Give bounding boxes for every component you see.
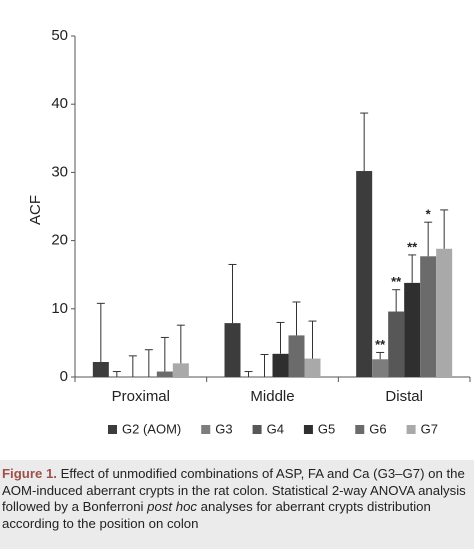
legend-swatch (406, 425, 416, 434)
annotation: ** (391, 274, 402, 289)
legend-swatch (303, 425, 313, 434)
bar (388, 311, 405, 377)
annotation: * (426, 207, 432, 222)
y-axis-label: ACF (27, 195, 44, 225)
caption-italic: post hoc (147, 499, 198, 514)
x-tick-label: Proximal (112, 388, 170, 405)
annotation: ** (375, 337, 386, 352)
x-tick-label: Middle (250, 388, 294, 405)
y-tick-label: 50 (51, 27, 68, 44)
legend-swatch (108, 425, 117, 434)
caption: Figure 1. Effect of unmodified combinati… (0, 460, 474, 549)
bar (156, 371, 173, 377)
bar (288, 335, 305, 377)
annotation: ** (407, 239, 418, 254)
bar (404, 282, 421, 377)
bar (172, 363, 189, 377)
legend-swatch (355, 425, 365, 434)
y-tick-label: 0 (60, 368, 68, 385)
legend-label: G7 (421, 421, 438, 436)
bar (420, 256, 437, 377)
legend-label: G5 (318, 421, 335, 436)
bar (92, 361, 109, 377)
x-tick-label: Distal (385, 388, 423, 405)
caption-text: analyses for aberrant crypts distributio… (2, 499, 431, 531)
bar (224, 323, 241, 377)
legend-swatch (252, 425, 262, 434)
bar (356, 171, 373, 377)
y-tick-label: 20 (51, 232, 68, 249)
y-tick-label: 40 (51, 95, 68, 112)
legend-label: G6 (369, 421, 386, 436)
bar (372, 359, 389, 377)
y-tick-label: 30 (51, 163, 68, 180)
legend-label: G2 (AOM) (122, 421, 181, 436)
legend-swatch (201, 425, 211, 434)
bar (304, 358, 321, 377)
caption-label: Figure 1. (2, 466, 57, 481)
y-tick-label: 10 (51, 300, 68, 317)
bar (436, 248, 453, 377)
legend-label: G3 (215, 421, 232, 436)
bar (272, 353, 289, 377)
legend-label: G4 (267, 421, 284, 436)
caption-text: Effect of unmodified combinations of ASP… (2, 466, 466, 514)
